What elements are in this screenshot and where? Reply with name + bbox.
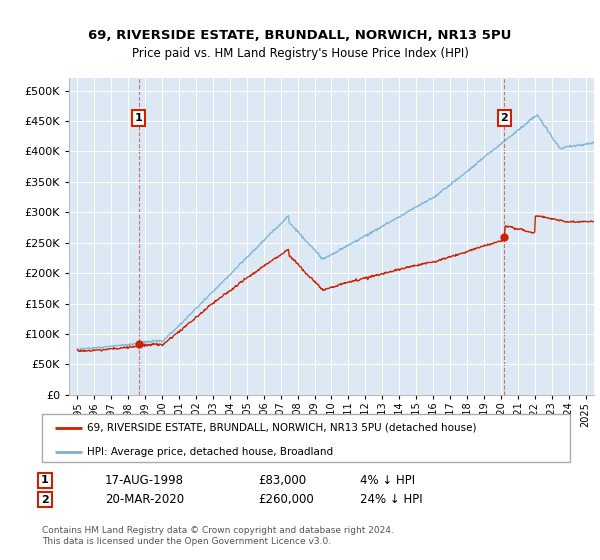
Text: 4% ↓ HPI: 4% ↓ HPI xyxy=(360,474,415,487)
Text: 17-AUG-1998: 17-AUG-1998 xyxy=(105,474,184,487)
Text: £83,000: £83,000 xyxy=(258,474,306,487)
Text: HPI: Average price, detached house, Broadland: HPI: Average price, detached house, Broa… xyxy=(87,446,333,456)
Text: 2: 2 xyxy=(500,113,508,123)
Text: 24% ↓ HPI: 24% ↓ HPI xyxy=(360,493,422,506)
Text: 1: 1 xyxy=(135,113,143,123)
Text: 20-MAR-2020: 20-MAR-2020 xyxy=(105,493,184,506)
Text: £260,000: £260,000 xyxy=(258,493,314,506)
FancyBboxPatch shape xyxy=(42,414,570,462)
Text: 1: 1 xyxy=(41,475,49,486)
Text: Contains HM Land Registry data © Crown copyright and database right 2024.
This d: Contains HM Land Registry data © Crown c… xyxy=(42,526,394,546)
Text: 2: 2 xyxy=(41,494,49,505)
Text: Price paid vs. HM Land Registry's House Price Index (HPI): Price paid vs. HM Land Registry's House … xyxy=(131,46,469,60)
Text: 69, RIVERSIDE ESTATE, BRUNDALL, NORWICH, NR13 5PU: 69, RIVERSIDE ESTATE, BRUNDALL, NORWICH,… xyxy=(88,29,512,42)
Text: 69, RIVERSIDE ESTATE, BRUNDALL, NORWICH, NR13 5PU (detached house): 69, RIVERSIDE ESTATE, BRUNDALL, NORWICH,… xyxy=(87,423,476,433)
